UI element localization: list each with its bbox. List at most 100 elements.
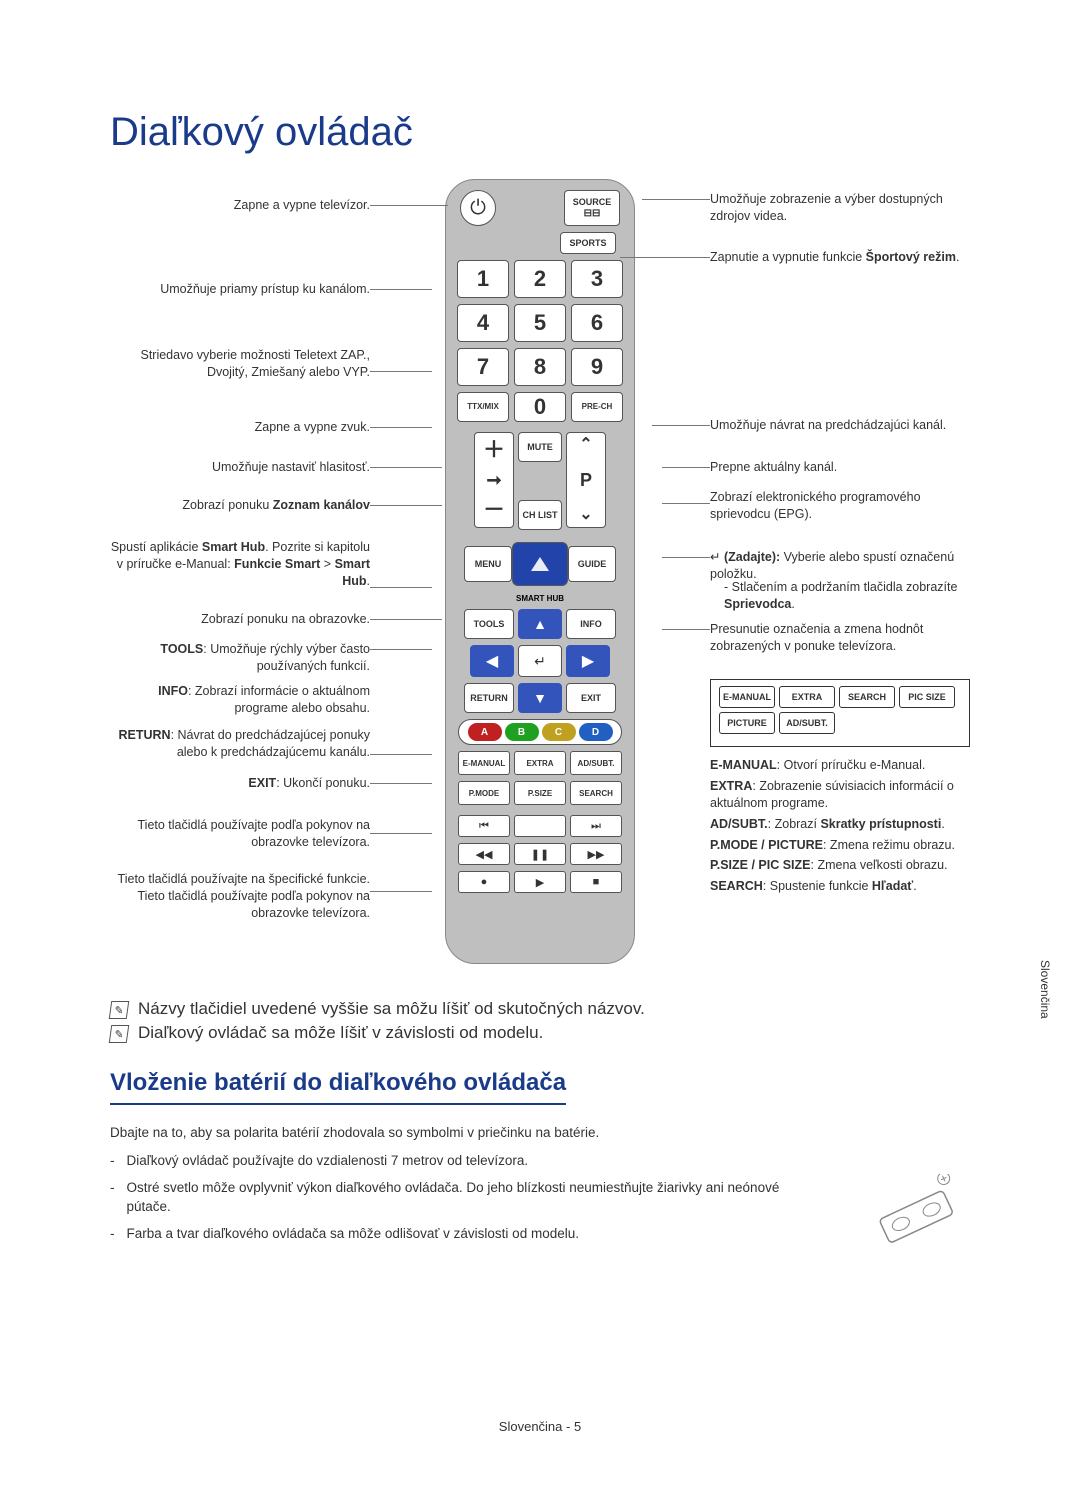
source-label: SOURCE bbox=[573, 198, 612, 207]
ttxmix-button[interactable]: TTX/MIX bbox=[457, 392, 509, 422]
channel-rocker[interactable]: ⌃P⌄ bbox=[566, 432, 606, 528]
battery-intro: Dbajte na to, aby sa polarita batérií zh… bbox=[110, 1125, 970, 1140]
emanual-button[interactable]: E-MANUAL bbox=[458, 751, 510, 775]
nav-right-button[interactable]: ▶ bbox=[566, 645, 610, 677]
forward-button[interactable]: ▶▶ bbox=[570, 843, 622, 865]
guide-button[interactable]: GUIDE bbox=[568, 546, 616, 582]
num-5-button[interactable]: 5 bbox=[514, 304, 566, 342]
note-icon: ✎ bbox=[109, 1001, 130, 1019]
color-buttons-row: A B C D bbox=[458, 719, 622, 745]
leader-line bbox=[370, 891, 432, 892]
leader-line bbox=[662, 629, 710, 630]
label-power: Zapne a vypne televízor. bbox=[110, 197, 370, 214]
leader-line bbox=[370, 619, 442, 620]
label-smarthub: Spustí aplikácie Smart Hub. Pozrite si k… bbox=[110, 539, 370, 590]
chlist-button[interactable]: CH LIST bbox=[518, 500, 562, 530]
num-6-button[interactable]: 6 bbox=[571, 304, 623, 342]
remote-diagram: ⏻ SOURCE ⊟⊟ SPORTS 123 456 789 TTX/MIX 0… bbox=[110, 179, 970, 979]
leader-line bbox=[370, 371, 432, 372]
label-chlist: Zobrazí ponuku Zoznam kanálov bbox=[110, 497, 370, 514]
color-a-button[interactable]: A bbox=[468, 723, 502, 741]
color-b-button[interactable]: B bbox=[505, 723, 539, 741]
label-transport: Tieto tlačidlá používajte na špecifické … bbox=[110, 871, 370, 922]
info-button[interactable]: INFO bbox=[566, 609, 616, 639]
label-grid: Tieto tlačidlá používajte podľa pokynov … bbox=[110, 817, 370, 851]
play-button[interactable]: ▶ bbox=[514, 871, 566, 893]
page-footer: Slovenčina - 5 bbox=[0, 1419, 1080, 1434]
extra-button[interactable]: EXTRA bbox=[514, 751, 566, 775]
page-title: Diaľkový ovládač bbox=[110, 110, 970, 155]
label-exit: EXIT: Ukončí ponuku. bbox=[110, 775, 370, 792]
label-return: RETURN: Návrat do predchádzajúcej ponuky… bbox=[110, 727, 370, 761]
num-3-button[interactable]: 3 bbox=[571, 260, 623, 298]
power-button[interactable]: ⏻ bbox=[460, 190, 496, 226]
num-9-button[interactable]: 9 bbox=[571, 348, 623, 386]
label-channel: Prepne aktuálny kanál. bbox=[710, 459, 970, 476]
label-osd: Zobrazí ponuku na obrazovke. bbox=[110, 611, 370, 628]
battery-illustration bbox=[860, 1174, 970, 1254]
search-button[interactable]: SEARCH bbox=[570, 781, 622, 805]
leader-line bbox=[652, 425, 710, 426]
mute-button[interactable]: MUTE bbox=[518, 432, 562, 462]
smart-hub-label: SMART HUB bbox=[454, 594, 626, 603]
nav-down-button[interactable]: ▼ bbox=[518, 683, 562, 713]
leader-line bbox=[642, 199, 710, 200]
prev-track-button[interactable]: ⏮ bbox=[458, 815, 510, 837]
num-1-button[interactable]: 1 bbox=[457, 260, 509, 298]
note-1: Názvy tlačidiel uvedené vyššie sa môžu l… bbox=[138, 999, 645, 1019]
language-tab: Slovenčina bbox=[1034, 950, 1056, 1029]
source-button[interactable]: SOURCE ⊟⊟ bbox=[564, 190, 620, 226]
callout-emanual: E-MANUAL bbox=[719, 686, 775, 708]
next-track-button[interactable]: ⏭ bbox=[570, 815, 622, 837]
stop-button[interactable]: ■ bbox=[570, 871, 622, 893]
callout-search: SEARCH bbox=[839, 686, 895, 708]
note-icon: ✎ bbox=[109, 1025, 130, 1043]
label-tools: TOOLS: Umožňuje rýchly výber často použí… bbox=[110, 641, 370, 675]
leader-line bbox=[370, 649, 432, 650]
leader-line bbox=[370, 783, 432, 784]
color-d-button[interactable]: D bbox=[579, 723, 613, 741]
label-teletext: Striedavo vyberie možnosti Teletext ZAP.… bbox=[110, 347, 370, 381]
tools-button[interactable]: TOOLS bbox=[464, 609, 514, 639]
label-sports: Zapnutie a vypnutie funkcie Športový rež… bbox=[710, 249, 970, 266]
label-prech: Umožňuje návrat na predchádzajúci kanál. bbox=[710, 417, 970, 434]
num-2-button[interactable]: 2 bbox=[514, 260, 566, 298]
enter-button[interactable]: ↵ bbox=[518, 645, 562, 677]
leader-line bbox=[370, 467, 442, 468]
prech-button[interactable]: PRE-CH bbox=[571, 392, 623, 422]
note-2: Diaľkový ovládač sa môže líšiť v závislo… bbox=[138, 1023, 543, 1043]
return-button[interactable]: RETURN bbox=[464, 683, 514, 713]
leader-line bbox=[370, 833, 432, 834]
menu-button[interactable]: MENU bbox=[464, 546, 512, 582]
callout-text-5: P.SIZE / PIC SIZE: Zmena veľkosti obrazu… bbox=[710, 857, 970, 874]
num-8-button[interactable]: 8 bbox=[514, 348, 566, 386]
smart-hub-button[interactable] bbox=[512, 542, 568, 586]
record-button[interactable]: ● bbox=[458, 871, 510, 893]
adsubt-button[interactable]: AD/SUBT. bbox=[570, 751, 622, 775]
rewind-button[interactable]: ◀◀ bbox=[458, 843, 510, 865]
pmode-button[interactable]: P.MODE bbox=[458, 781, 510, 805]
psize-button[interactable]: P.SIZE bbox=[514, 781, 566, 805]
exit-button[interactable]: EXIT bbox=[566, 683, 616, 713]
label-numbers: Umožňuje priamy prístup ku kanálom. bbox=[110, 281, 370, 298]
num-0-button[interactable]: 0 bbox=[514, 392, 566, 422]
callout-text-1: E-MANUAL: Otvorí príručku e-Manual. bbox=[710, 757, 970, 774]
pause-button[interactable]: ❚❚ bbox=[514, 843, 566, 865]
leader-line bbox=[370, 427, 432, 428]
num-7-button[interactable]: 7 bbox=[457, 348, 509, 386]
battery-section: Dbajte na to, aby sa polarita batérií zh… bbox=[110, 1125, 970, 1244]
leader-line bbox=[620, 257, 710, 258]
nav-up-button[interactable]: ▲ bbox=[518, 609, 562, 639]
color-c-button[interactable]: C bbox=[542, 723, 576, 741]
sports-button[interactable]: SPORTS bbox=[560, 232, 616, 254]
label-enter: ↵ (Zadajte): Vyberie alebo spustí označe… bbox=[710, 549, 970, 583]
remote-body: ⏻ SOURCE ⊟⊟ SPORTS 123 456 789 TTX/MIX 0… bbox=[445, 179, 635, 964]
notes-section: ✎ Názvy tlačidiel uvedené vyššie sa môžu… bbox=[110, 999, 970, 1043]
callout-picture: PICTURE bbox=[719, 712, 775, 734]
volume-rocker[interactable]: ＋➞－ bbox=[474, 432, 514, 528]
leader-line bbox=[370, 505, 442, 506]
num-4-button[interactable]: 4 bbox=[457, 304, 509, 342]
callout-text-6: SEARCH: Spustenie funkcie Hľadať. bbox=[710, 878, 970, 895]
nav-left-button[interactable]: ◀ bbox=[470, 645, 514, 677]
leader-line bbox=[662, 467, 710, 468]
